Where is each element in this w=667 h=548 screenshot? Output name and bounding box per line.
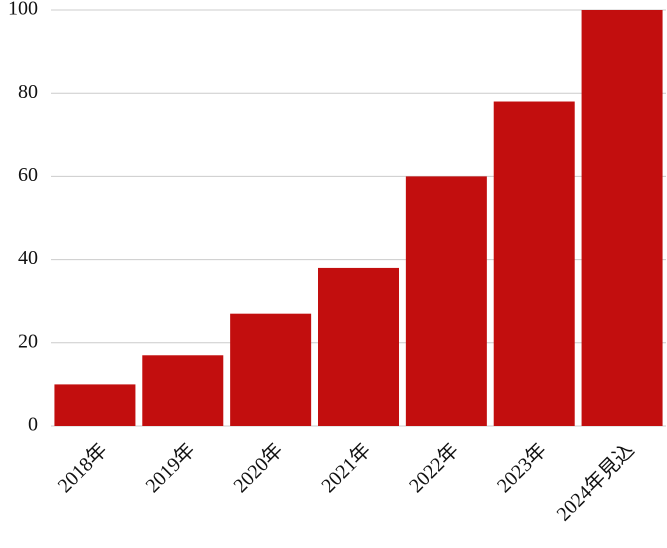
bar	[318, 267, 399, 426]
bar	[581, 10, 663, 426]
y-tick-label: 20	[18, 330, 38, 352]
x-tick-label: 2021年	[317, 439, 376, 498]
bar	[405, 176, 487, 426]
y-tick-label: 0	[28, 414, 38, 436]
x-tick-label: 2022年	[404, 439, 463, 498]
bar	[493, 101, 575, 427]
bar	[54, 384, 136, 426]
y-tick-label: 80	[18, 81, 38, 103]
y-tick-label: 60	[18, 164, 38, 186]
x-tick-label: 2020年	[229, 439, 288, 498]
y-tick-label: 100	[8, 0, 38, 20]
bar	[142, 355, 224, 426]
x-tick-label: 2023年	[492, 439, 551, 498]
bar	[230, 313, 312, 426]
x-tick-label: 2024年見込	[552, 439, 639, 526]
x-tick-label: 2019年	[141, 439, 200, 498]
x-tick-label: 2018年	[53, 439, 112, 498]
y-tick-label: 40	[18, 247, 38, 269]
